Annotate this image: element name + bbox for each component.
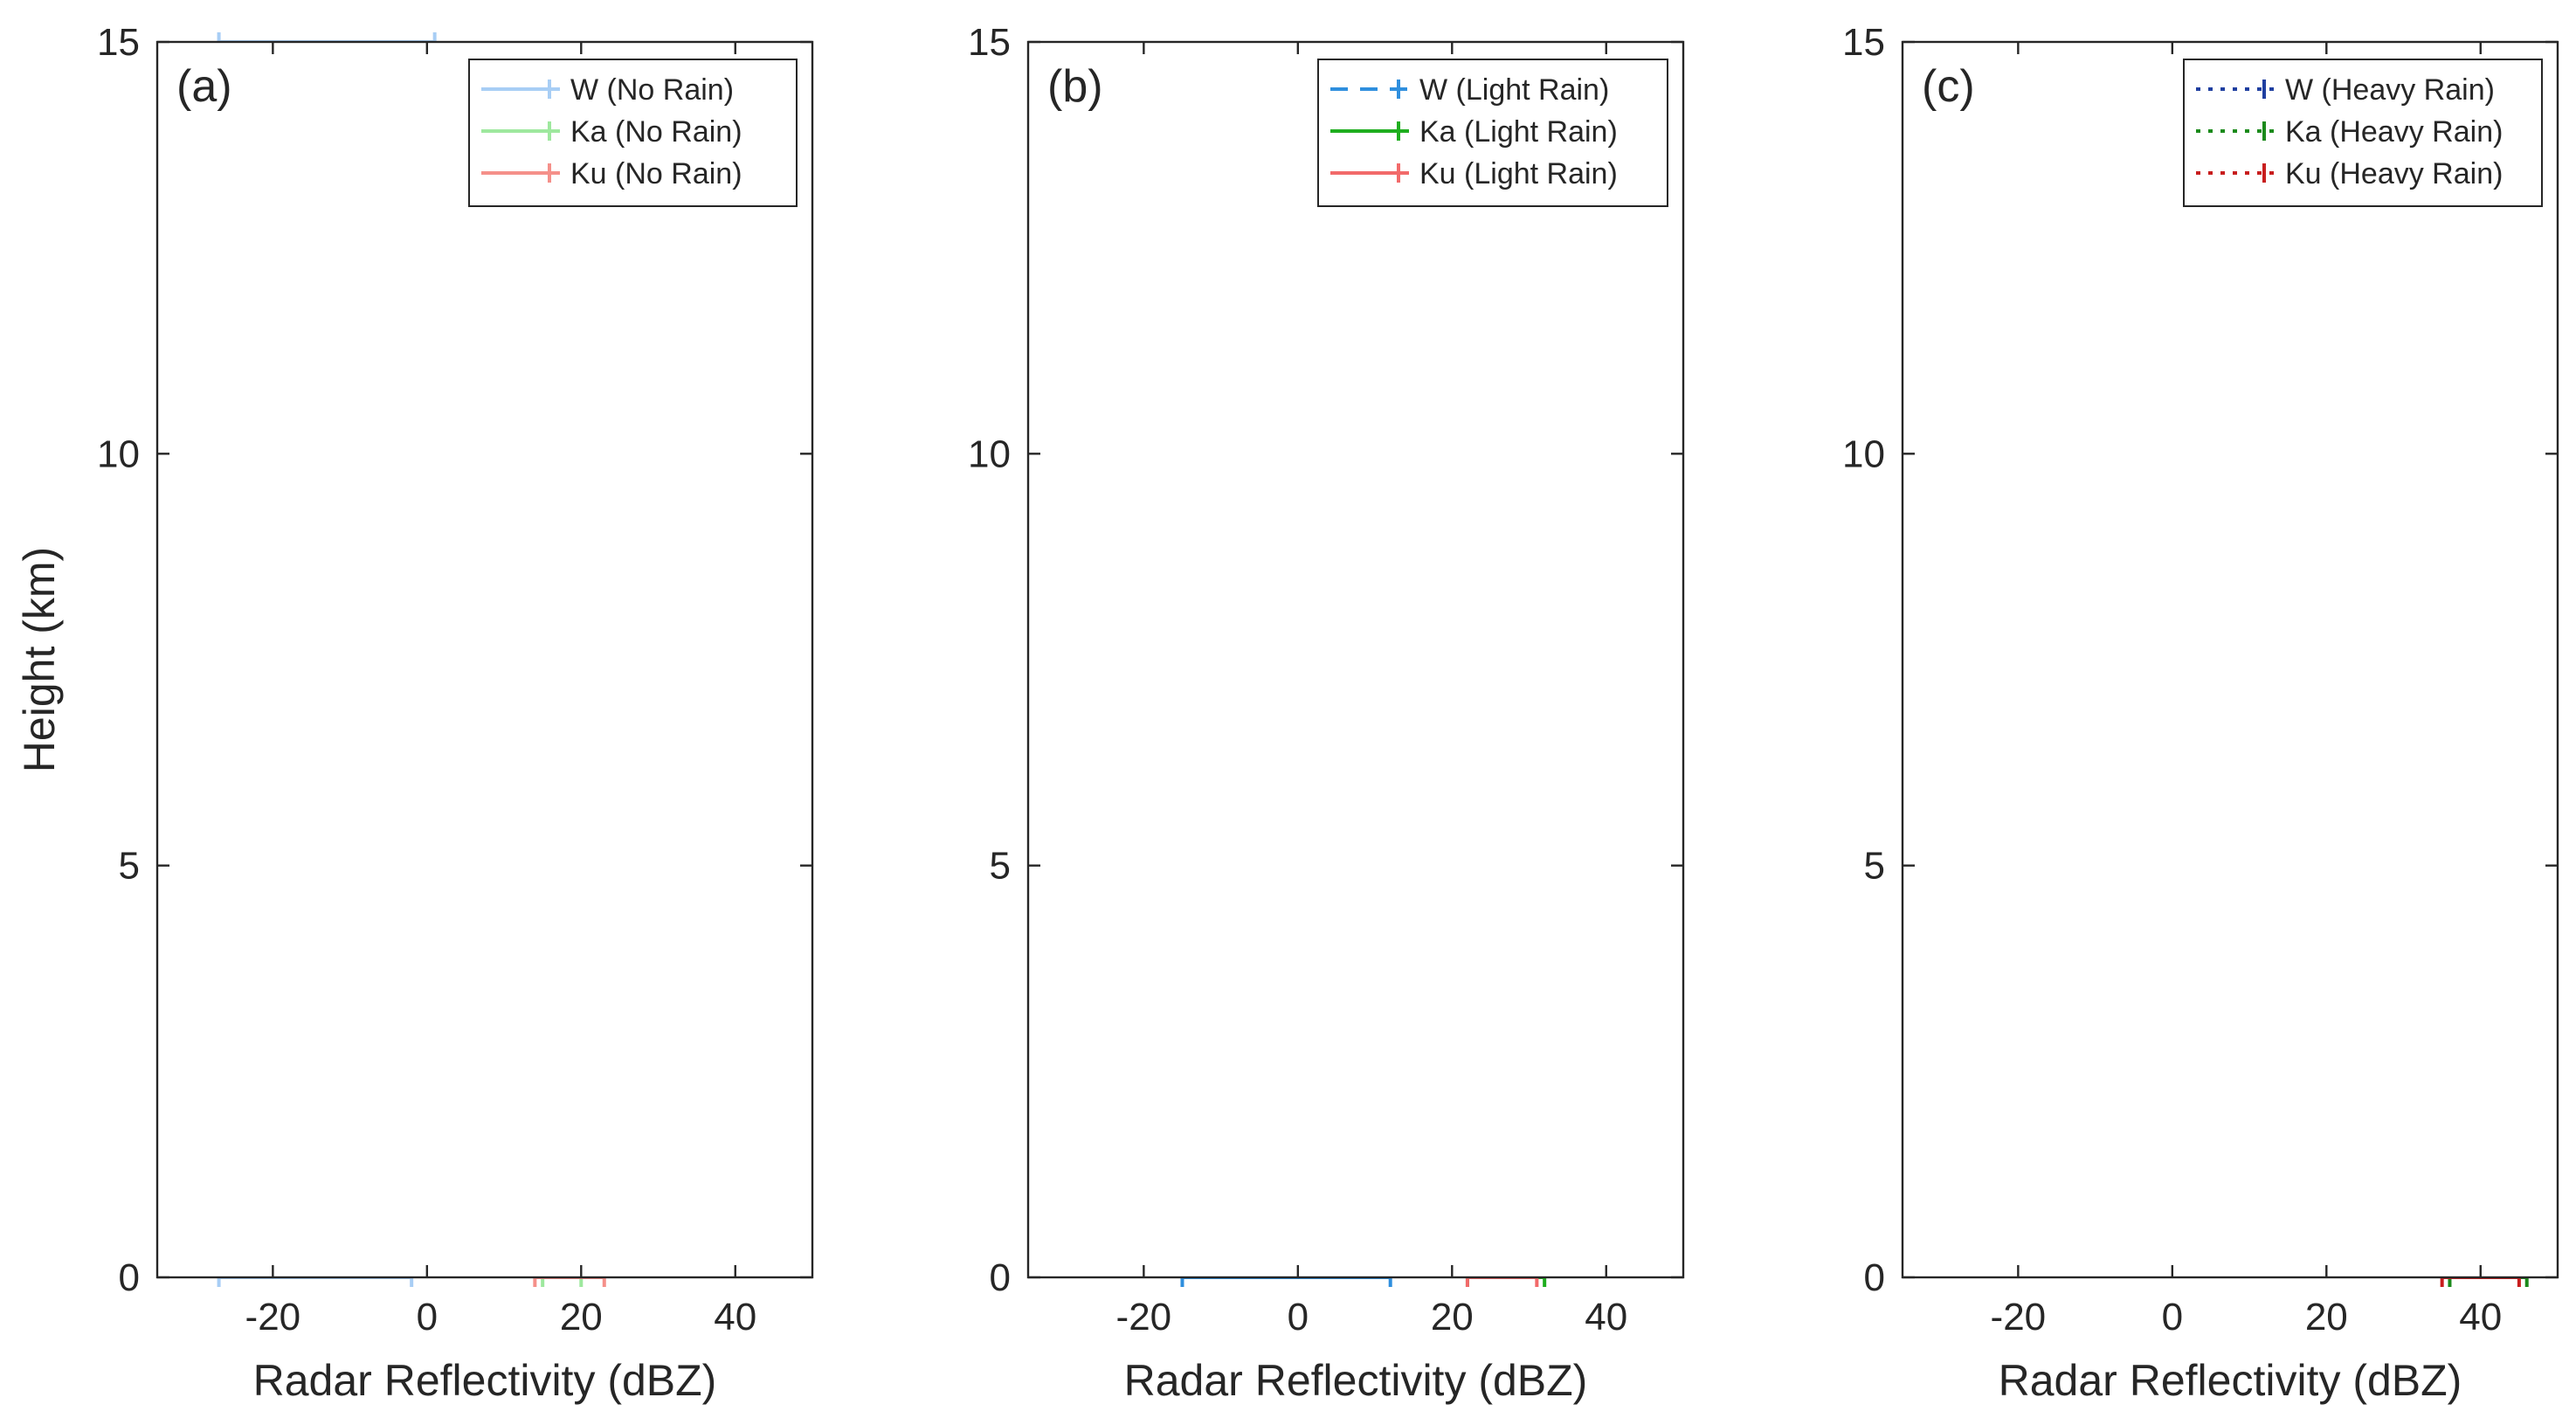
chart-panel-1: -20 0 20 40 0 5 10 15 Radar Reflectivity (dBZ) He… [15, 21, 814, 1405]
y-tick-label: 15 [97, 21, 140, 64]
legend-entry: W (Heavy Rain) [2285, 73, 2495, 107]
chart-panel-2: -20 0 20 40 0 5 10 15 Radar Reflectivity (dBZ) (b… [968, 21, 1685, 1405]
y-tick-label: 0 [990, 1256, 1011, 1299]
x-tick-label: 20 [2305, 1296, 2348, 1339]
y-tick-label: 5 [119, 845, 140, 888]
y-tick-label: 10 [97, 432, 140, 475]
y-tick-label: 10 [968, 432, 1011, 475]
y-tick-label: 15 [1842, 21, 1885, 64]
x-axis-label: Radar Reflectivity (dBZ) [253, 1356, 717, 1405]
y-tick-label: 5 [1864, 845, 1885, 888]
legend: W (No Rain) Ka (No Rain) Ku (No Rain) [468, 59, 798, 207]
legend: W (Heavy Rain) Ka (Heavy Rain) Ku (Heavy R… [2183, 59, 2543, 207]
legend-entry: Ka (No Rain) [570, 115, 742, 149]
x-axis-label: Radar Reflectivity (dBZ) [1124, 1356, 1588, 1405]
panel-label: (a) [176, 61, 232, 112]
x-tick-label: 40 [2459, 1296, 2502, 1339]
legend-entry: Ku (No Rain) [570, 157, 742, 190]
x-tick-label: -20 [1116, 1296, 1172, 1339]
panel-label: (c) [1922, 61, 1975, 112]
y-tick-label: 15 [968, 21, 1011, 64]
x-tick-label: 20 [1431, 1296, 1474, 1339]
legend-entry: W (Light Rain) [1419, 73, 1609, 107]
y-tick-label: 0 [1864, 1256, 1885, 1299]
x-tick-label: 0 [2162, 1296, 2183, 1339]
x-tick-label: -20 [1991, 1296, 2047, 1339]
x-tick-label: 0 [417, 1296, 438, 1339]
x-tick-label: 40 [1585, 1296, 1627, 1339]
axes-frame [1901, 40, 2559, 1279]
x-axis-label: Radar Reflectivity (dBZ) [1999, 1356, 2462, 1405]
y-axis-label: Height (km) [15, 547, 64, 772]
y-tick-label: 5 [990, 845, 1011, 888]
legend-entry: W (No Rain) [570, 73, 734, 107]
x-tick-label: 0 [1288, 1296, 1309, 1339]
x-tick-label: -20 [245, 1296, 301, 1339]
axes-frame [1026, 40, 1685, 1279]
chart-panel-3: -20 0 20 40 0 5 10 15 Radar Reflectivity (dBZ) (c… [1842, 21, 2559, 1405]
legend-entry: Ku (Heavy Rain) [2285, 157, 2503, 190]
x-tick-label: 40 [714, 1296, 756, 1339]
y-tick-label: 0 [119, 1256, 140, 1299]
y-tick-label: 10 [1842, 432, 1885, 475]
legend-entry: Ka (Heavy Rain) [2285, 115, 2503, 149]
legend: W (Light Rain) Ka (Light Rain) Ku (Light R… [1317, 59, 1668, 207]
legend-entry: Ka (Light Rain) [1419, 115, 1618, 149]
legend-box [2183, 59, 2543, 207]
axes-frame [155, 40, 814, 1279]
legend-entry: Ku (Light Rain) [1419, 157, 1618, 190]
panel-label: (b) [1047, 61, 1103, 112]
x-tick-label: 20 [560, 1296, 603, 1339]
